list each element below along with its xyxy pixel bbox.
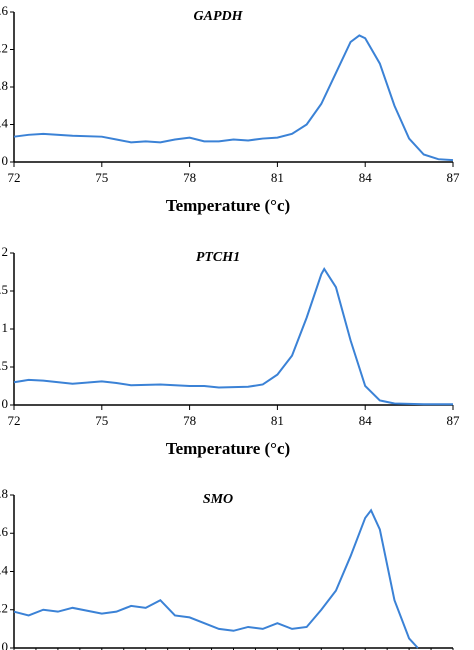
y-tick-label: 0 <box>2 396 9 411</box>
x-tick-label: 78 <box>183 170 196 185</box>
y-tick-label: 1 <box>2 320 9 335</box>
x-tick-label: 87 <box>447 170 461 185</box>
y-tick-label: 0.6 <box>0 524 9 539</box>
chart-title: PTCH1 <box>196 250 240 265</box>
y-tick-label: 0.4 <box>0 115 9 130</box>
y-tick-label: 1.5 <box>0 282 8 297</box>
y-tick-label: 0.8 <box>0 486 8 501</box>
x-tick-label: 72 <box>8 170 21 185</box>
x-tick-label: 75 <box>95 170 108 185</box>
y-tick-label: 0.2 <box>0 601 8 616</box>
y-tick-label: 0 <box>2 639 9 650</box>
x-axis-label: Temperature (°c) <box>166 196 290 215</box>
melt-curve <box>13 508 419 649</box>
y-tick-label: 1.2 <box>0 40 8 55</box>
melt-curve <box>13 267 453 406</box>
y-tick-label: 1.6 <box>0 3 9 18</box>
x-tick-label: 78 <box>183 413 196 428</box>
chart-title: SMO <box>203 492 233 507</box>
x-tick-label: 81 <box>271 170 284 185</box>
x-tick-label: 87 <box>447 413 461 428</box>
y-tick-label: 0.8 <box>0 78 8 93</box>
x-tick-label: 75 <box>95 413 108 428</box>
y-tick-label: 2 <box>2 244 9 259</box>
y-tick-label: 0.5 <box>0 358 8 373</box>
x-tick-label: 72 <box>8 413 21 428</box>
melt-curve <box>13 34 454 162</box>
x-tick-label: 81 <box>271 413 284 428</box>
chart-title: GAPDH <box>194 9 244 24</box>
x-tick-label: 84 <box>359 170 373 185</box>
y-tick-label: 0.4 <box>0 562 9 577</box>
x-tick-label: 84 <box>359 413 373 428</box>
x-axis-label: Temperature (°c) <box>166 439 290 458</box>
y-tick-label: 0 <box>2 153 9 168</box>
